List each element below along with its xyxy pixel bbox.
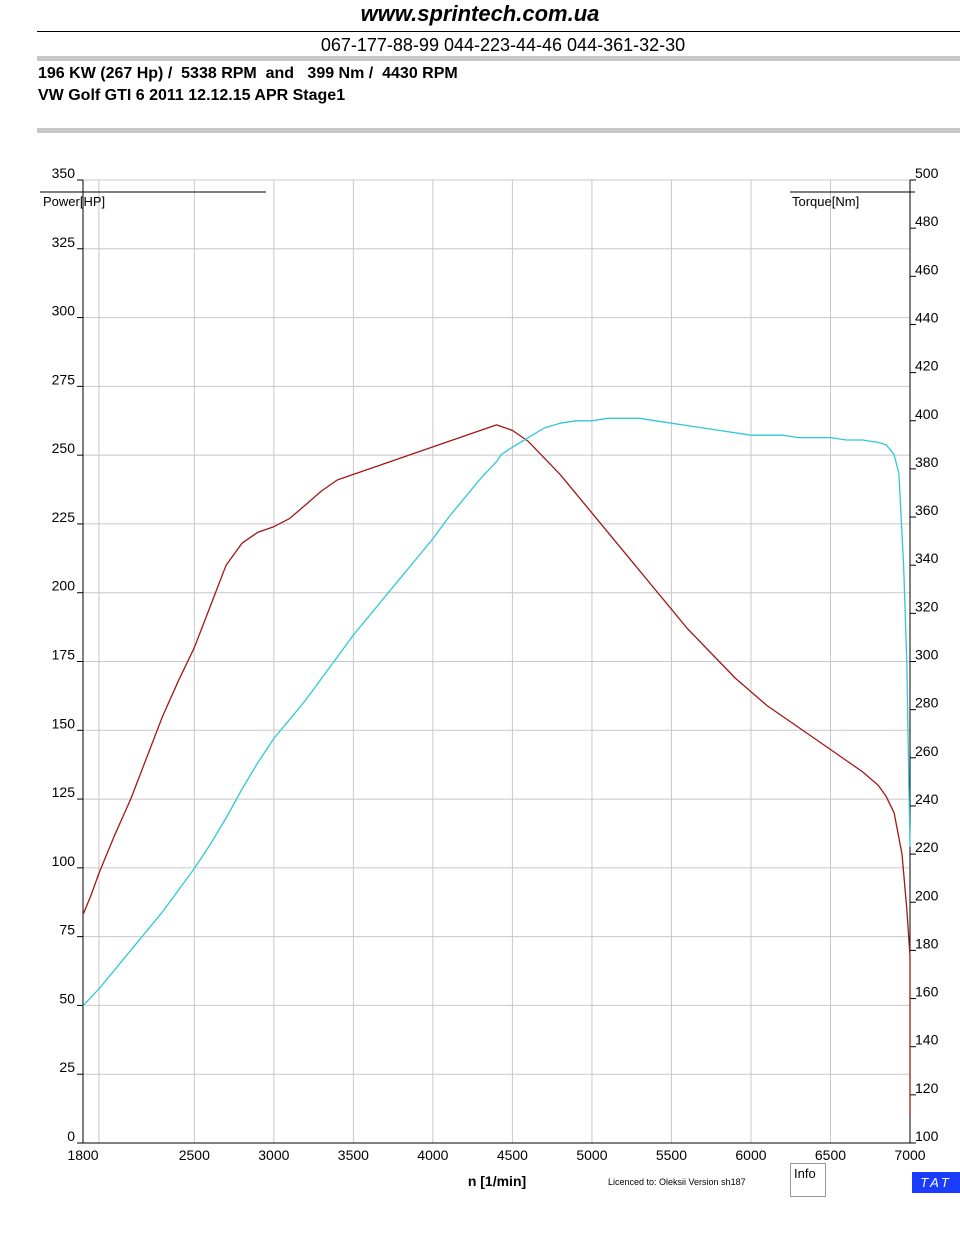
x-tick-label: 6500 [815, 1147, 846, 1163]
y2-tick-label: 260 [915, 743, 939, 759]
x-tick-label: 3500 [338, 1147, 369, 1163]
y-tick-label: 225 [52, 509, 76, 525]
y2-tick-label: 240 [915, 791, 939, 807]
y-tick-label: 125 [52, 784, 76, 800]
power-axis-label: Power[HP] [43, 194, 105, 209]
power-curve [82, 424, 911, 1116]
website-title: www.sprintech.com.ua [360, 1, 600, 26]
tat-badge: TAT [912, 1172, 960, 1193]
y2-tick-label: 320 [915, 598, 939, 614]
y2-tick-label: 220 [915, 839, 939, 855]
y-tick-label: 250 [52, 440, 76, 456]
y-tick-label: 25 [59, 1059, 75, 1075]
header-divider [37, 56, 960, 61]
y2-tick-label: 120 [915, 1080, 939, 1096]
section-divider [37, 128, 960, 133]
y-tick-label: 275 [52, 371, 76, 387]
y-tick-label: 50 [59, 990, 75, 1006]
x-tick-label: 5000 [576, 1147, 607, 1163]
y-tick-label: 300 [52, 303, 76, 319]
y2-tick-label: 100 [915, 1128, 939, 1144]
x-axis-label: n [1/min] [468, 1173, 526, 1189]
y2-tick-label: 380 [915, 454, 939, 470]
y2-tick-label: 140 [915, 1032, 939, 1048]
y-tick-label: 150 [52, 715, 76, 731]
y-tick-label: 200 [52, 578, 76, 594]
y2-tick-label: 160 [915, 984, 939, 1000]
x-tick-label: 3000 [258, 1147, 289, 1163]
y2-tick-label: 300 [915, 647, 939, 663]
vehicle-info: VW Golf GTI 6 2011 12.12.15 APR Stage1 [38, 87, 346, 104]
y-tick-label: 325 [52, 234, 76, 250]
y2-tick-label: 420 [915, 358, 939, 374]
phone-numbers: 067-177-88-99 044-223-44-46 044-361-32-3… [320, 35, 686, 55]
y-tick-label: 75 [59, 922, 75, 938]
y2-tick-label: 500 [915, 165, 939, 181]
y-tick-label: 175 [52, 647, 76, 663]
y2-tick-label: 400 [915, 406, 939, 422]
result-summary: 196 KW (267 Hp) / 5338 RPM and 399 Nm / … [38, 65, 458, 82]
x-tick-label: 2500 [179, 1147, 210, 1163]
y2-tick-label: 180 [915, 935, 939, 951]
y-tick-label: 100 [52, 853, 76, 869]
y2-tick-label: 360 [915, 502, 939, 518]
y-tick-label: 0 [67, 1128, 75, 1144]
header-rule [37, 31, 960, 32]
x-tick-label: 7000 [894, 1147, 925, 1163]
y2-tick-label: 280 [915, 695, 939, 711]
y2-tick-label: 440 [915, 309, 939, 325]
y2-tick-label: 480 [915, 213, 939, 229]
torque-curve [82, 417, 911, 1007]
y2-tick-label: 340 [915, 550, 939, 566]
x-tick-label: 4500 [497, 1147, 528, 1163]
y2-tick-label: 200 [915, 887, 939, 903]
x-tick-label: 6000 [735, 1147, 766, 1163]
x-tick-label: 4000 [417, 1147, 448, 1163]
y-tick-label: 350 [52, 165, 76, 181]
x-tick-label: 1800 [67, 1147, 98, 1163]
licence-text: Licenced to: Oleksii Version sh187 [608, 1177, 746, 1187]
torque-axis-label: Torque[Nm] [792, 194, 859, 209]
x-tick-label: 5500 [656, 1147, 687, 1163]
y2-tick-label: 460 [915, 261, 939, 277]
info-button[interactable]: Info [790, 1163, 826, 1197]
